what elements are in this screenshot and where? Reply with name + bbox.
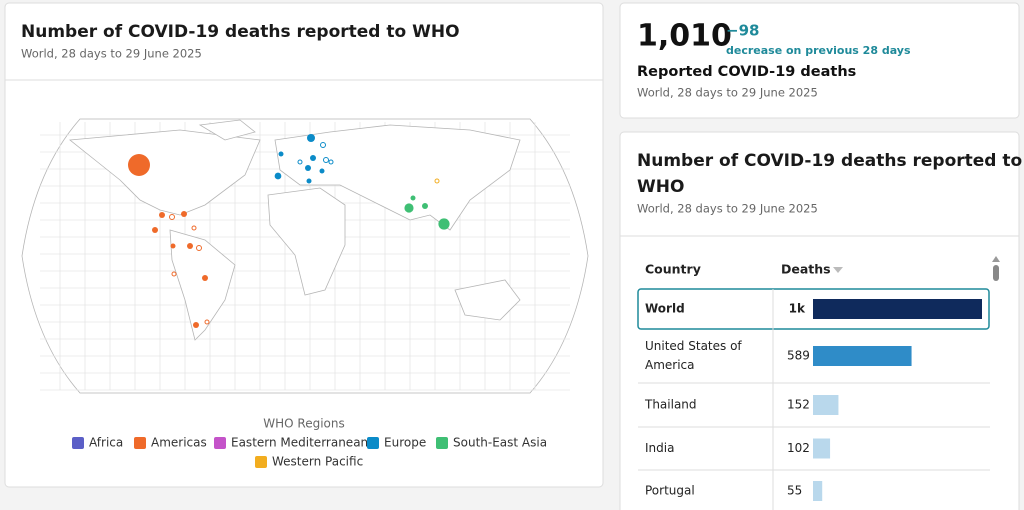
table-title: WHO bbox=[637, 177, 684, 197]
summary-change-text: decrease on previous 28 days bbox=[726, 44, 911, 57]
scrollbar[interactable] bbox=[992, 256, 1000, 281]
selected-row bbox=[637, 288, 990, 330]
country-name: Portugal bbox=[645, 484, 695, 498]
country-name: United States of bbox=[645, 339, 742, 353]
column-header[interactable]: Country bbox=[645, 262, 701, 277]
sort-icon[interactable] bbox=[833, 267, 843, 273]
country-name: America bbox=[645, 358, 695, 372]
map-bubble bbox=[274, 172, 282, 180]
bar bbox=[813, 438, 831, 459]
country-name: World bbox=[645, 302, 685, 316]
bar bbox=[813, 481, 823, 501]
deaths-value: 102 bbox=[787, 441, 810, 455]
map-subtitle: World, 28 days to 29 June 2025 bbox=[21, 47, 202, 61]
summary-label: Reported COVID-19 deaths bbox=[637, 64, 856, 80]
legend-label: Americas bbox=[151, 436, 207, 450]
map-title: Number of COVID-19 deaths reported to WH… bbox=[21, 22, 460, 42]
legend-swatch bbox=[72, 437, 84, 449]
deaths-value: 55 bbox=[787, 484, 802, 498]
legend-label: Europe bbox=[384, 436, 426, 450]
map-bubble bbox=[438, 218, 450, 230]
legend-label: Western Pacific bbox=[272, 455, 363, 469]
map-bubbles bbox=[152, 134, 440, 328]
table-panel bbox=[619, 131, 1020, 510]
legend-swatch bbox=[367, 437, 379, 449]
world-map bbox=[21, 118, 589, 394]
summary-subtitle: World, 28 days to 29 June 2025 bbox=[637, 86, 818, 100]
country-name: Thailand bbox=[644, 398, 697, 412]
deaths-value: 152 bbox=[787, 398, 810, 412]
bar bbox=[813, 299, 982, 319]
legend-title: WHO Regions bbox=[263, 417, 344, 431]
bar bbox=[813, 395, 839, 415]
legend-swatch bbox=[214, 437, 226, 449]
legend-label: Africa bbox=[89, 436, 123, 450]
summary-value: 1,010 bbox=[637, 19, 732, 54]
bar bbox=[813, 346, 912, 366]
legend-label: South-East Asia bbox=[453, 436, 547, 450]
table-subtitle: World, 28 days to 29 June 2025 bbox=[637, 202, 818, 216]
summary-panel bbox=[619, 2, 1020, 119]
legend-swatch bbox=[134, 437, 146, 449]
table-title: Number of COVID-19 deaths reported to bbox=[637, 151, 1022, 171]
summary-change: −98 bbox=[726, 22, 759, 40]
legend-label: Eastern Mediterranean bbox=[231, 436, 368, 450]
deaths-value: 589 bbox=[787, 349, 810, 363]
column-header[interactable]: Deaths bbox=[781, 262, 831, 277]
deaths-value: 1k bbox=[789, 302, 806, 316]
map-bubble bbox=[404, 203, 414, 213]
legend-swatch bbox=[436, 437, 448, 449]
map-bubble bbox=[128, 154, 150, 176]
country-name: India bbox=[645, 441, 674, 455]
legend-swatch bbox=[255, 456, 267, 468]
